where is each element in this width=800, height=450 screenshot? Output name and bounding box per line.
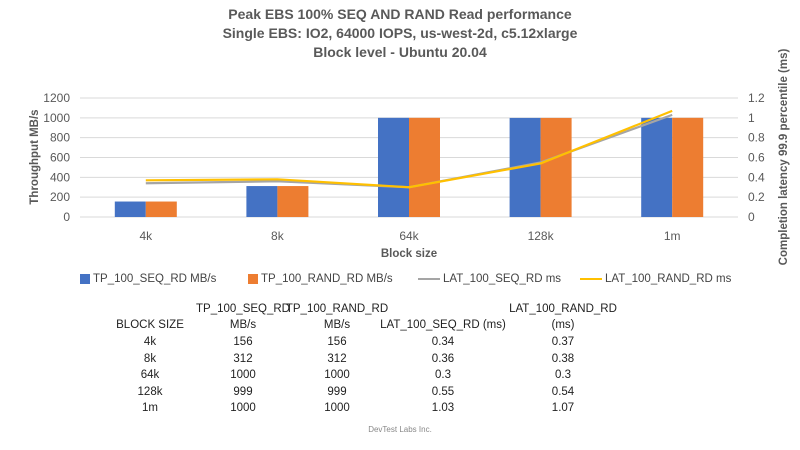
y-axis-label: Throughput MB/s <box>29 109 41 204</box>
y2-tick-label: 0.8 <box>748 131 765 145</box>
y-tick-label: 200 <box>50 190 70 204</box>
table-cell: 999 <box>327 385 347 398</box>
chart-title-line-3: Block level - Ubuntu 20.04 <box>313 44 487 60</box>
legend-label: TP_100_SEQ_RD MB/s <box>93 273 217 285</box>
table-cell: 1000 <box>230 369 256 381</box>
bar-tp-100-rand-rd <box>540 117 572 217</box>
y2-tick-label: 1.2 <box>748 91 765 105</box>
y-tick-label: 1000 <box>43 111 70 125</box>
table-cell: 0.3 <box>435 369 451 381</box>
bar-tp-100-seq-rd <box>246 186 278 217</box>
table-cell: 0.37 <box>551 336 575 348</box>
table-cell: 0.55 <box>431 385 455 398</box>
legend-item: TP_100_SEQ_RD MB/s <box>80 273 216 285</box>
x-tick-label: 8k <box>271 229 285 243</box>
bar-tp-100-seq-rd <box>641 117 673 217</box>
y2-tick-label: 0 <box>748 210 755 224</box>
table-cell: 1000 <box>324 369 350 381</box>
table-cell: 1000 <box>324 402 350 414</box>
bar-tp-100-rand-rd <box>277 186 309 217</box>
x-tick-label: 4k <box>139 229 153 243</box>
chart-title-line-1: Peak EBS 100% SEQ AND RAND Read performa… <box>228 6 572 22</box>
y-tick-label: 800 <box>50 131 70 145</box>
chart-title-line-2: Single EBS: IO2, 64000 IOPS, us-west-2d,… <box>222 25 578 41</box>
y-tick-label: 0 <box>63 210 70 224</box>
table-cell: 312 <box>327 352 347 365</box>
table-cell: 1.07 <box>551 402 575 414</box>
table-header: BLOCK SIZE <box>116 319 184 331</box>
table-cell: 64k <box>140 369 160 381</box>
table-cell: 8k <box>143 352 157 365</box>
table-cell: 1m <box>142 402 158 414</box>
x-axis-label: Block size <box>381 248 437 260</box>
table-cell: 0.54 <box>551 385 575 398</box>
table-header: LAT_100_RAND_RD <box>509 303 617 315</box>
legend-item: TP_100_RAND_RD MB/s <box>248 273 393 285</box>
table-header: MB/s <box>229 319 257 331</box>
y-tick-label: 1200 <box>43 91 70 105</box>
table-header: TP_100_RAND_RD <box>285 303 389 315</box>
plot-area: 0 200 400 600 800 1000 1200 0 0.2 0.4 0.6 0.8 1 1.2 4k… <box>29 49 790 266</box>
table-cell: 0.3 <box>555 369 571 381</box>
table-cell: 312 <box>233 352 253 365</box>
y2-tick-label: 1 <box>748 111 755 125</box>
x-tick-label: 1m <box>664 229 681 243</box>
table-cell: 0.36 <box>431 352 455 365</box>
x-tick-label: 64k <box>399 229 419 243</box>
bar-tp-100-rand-rd <box>145 201 177 217</box>
legend-swatch <box>418 278 440 280</box>
y2-tick-label: 0.6 <box>748 151 765 165</box>
bar-tp-100-rand-rd <box>409 117 440 217</box>
legend-swatch <box>80 274 90 284</box>
table-cell: 999 <box>233 385 253 398</box>
table-cell: 1.03 <box>431 402 455 414</box>
table-header: MB/s <box>323 319 351 331</box>
legend-label: LAT_100_SEQ_RD ms <box>443 273 562 285</box>
table-header: LAT_100_SEQ_RD (ms) <box>380 319 506 331</box>
y-tick-label: 400 <box>50 170 70 184</box>
table-cell: 156 <box>327 336 347 348</box>
footer: DevTest Labs Inc. <box>368 425 432 434</box>
table-cell: 0.38 <box>551 352 575 365</box>
y2-axis-label: Completion latency 99.9 percentile (ms) <box>778 49 790 266</box>
y2-tick-label: 0.4 <box>748 170 765 184</box>
legend-swatch <box>248 274 258 284</box>
line-lat-100-rand-rd <box>145 109 673 189</box>
table-header: (ms) <box>551 319 575 331</box>
legend-swatch <box>580 278 602 280</box>
table-cell: 128k <box>137 385 163 398</box>
table-cell: 1000 <box>230 402 256 414</box>
y2-tick-label: 0.2 <box>748 190 765 204</box>
bar-tp-100-seq-rd <box>378 117 409 217</box>
table-cell: 4k <box>143 336 157 348</box>
table-header: TP_100_SEQ_RD <box>196 303 290 315</box>
legend-label: LAT_100_RAND_RD ms <box>605 273 732 285</box>
bar-tp-100-rand-rd <box>672 117 704 217</box>
table-cell: 0.34 <box>431 336 455 348</box>
bar-tp-100-seq-rd <box>114 201 146 217</box>
y-tick-label: 600 <box>50 151 70 165</box>
x-tick-label: 128k <box>528 229 555 243</box>
legend-label: TP_100_RAND_RD MB/s <box>261 273 393 285</box>
legend-item: LAT_100_SEQ_RD ms <box>418 273 561 285</box>
legend-item: LAT_100_RAND_RD ms <box>580 273 731 285</box>
table-cell: 156 <box>233 336 253 348</box>
